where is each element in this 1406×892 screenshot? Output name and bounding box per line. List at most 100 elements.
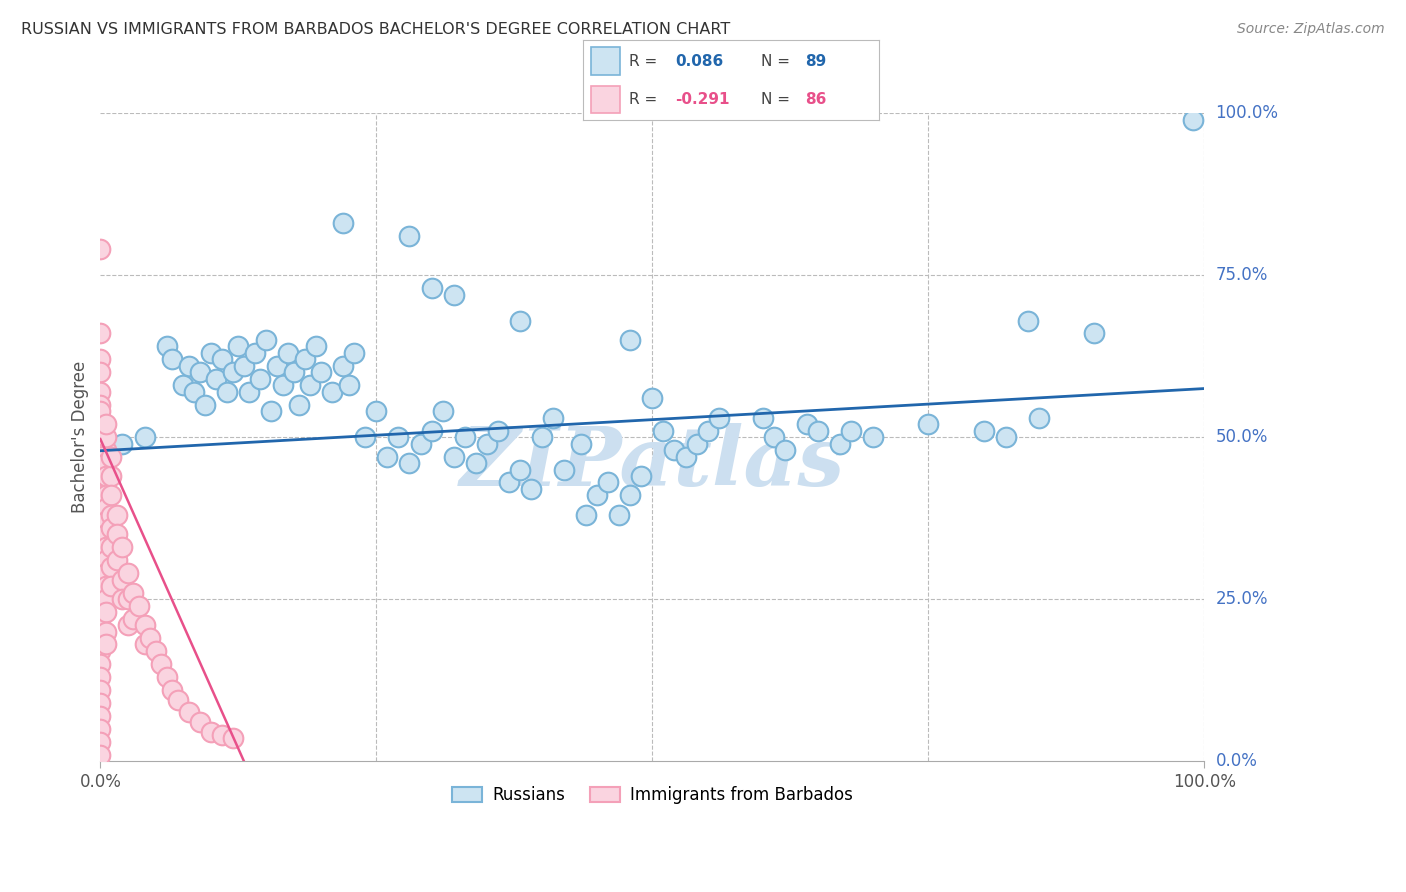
Bar [591, 86, 620, 113]
Russians [398, 456, 420, 470]
Russians [177, 359, 200, 373]
Immigrants from Barbados [89, 657, 111, 671]
Immigrants from Barbados [89, 488, 111, 502]
Immigrants from Barbados [105, 527, 128, 541]
Immigrants from Barbados [89, 514, 111, 528]
Russians [807, 424, 830, 438]
Immigrants from Barbados [89, 618, 111, 632]
Russians [266, 359, 288, 373]
Russians [652, 424, 675, 438]
Immigrants from Barbados [89, 541, 111, 555]
Immigrants from Barbados [89, 430, 111, 444]
Russians [454, 430, 477, 444]
Immigrants from Barbados [89, 404, 111, 418]
Immigrants from Barbados [122, 611, 145, 625]
Russians [1083, 326, 1105, 341]
Immigrants from Barbados [100, 541, 122, 555]
Immigrants from Barbados [89, 424, 111, 438]
Russians [354, 430, 377, 444]
Russians [443, 287, 465, 301]
Immigrants from Barbados [89, 501, 111, 516]
Immigrants from Barbados [117, 592, 139, 607]
Russians [498, 475, 520, 490]
Text: 0.086: 0.086 [675, 54, 723, 69]
Russians [862, 430, 884, 444]
Text: N =: N = [761, 92, 794, 107]
Russians [172, 378, 194, 392]
Russians [762, 430, 785, 444]
Immigrants from Barbados [89, 450, 111, 464]
Immigrants from Barbados [94, 417, 117, 432]
Russians [752, 410, 775, 425]
Russians [194, 398, 217, 412]
Russians [553, 462, 575, 476]
Immigrants from Barbados [128, 599, 150, 613]
Russians [773, 443, 796, 458]
Russians [575, 508, 598, 522]
Immigrants from Barbados [89, 592, 111, 607]
Russians [598, 475, 620, 490]
Russians [254, 333, 277, 347]
Text: 100.0%: 100.0% [1216, 104, 1278, 122]
Russians [520, 482, 543, 496]
Russians [917, 417, 939, 432]
Russians [409, 436, 432, 450]
Russians [260, 404, 283, 418]
Text: RUSSIAN VS IMMIGRANTS FROM BARBADOS BACHELOR'S DEGREE CORRELATION CHART: RUSSIAN VS IMMIGRANTS FROM BARBADOS BACH… [21, 22, 730, 37]
Text: -0.291: -0.291 [675, 92, 730, 107]
Immigrants from Barbados [94, 566, 117, 581]
Immigrants from Barbados [139, 631, 162, 645]
Russians [205, 372, 228, 386]
Immigrants from Barbados [105, 553, 128, 567]
Russians [277, 346, 299, 360]
Russians [630, 469, 652, 483]
Russians [160, 352, 183, 367]
Immigrants from Barbados [94, 501, 117, 516]
Immigrants from Barbados [222, 731, 245, 746]
Russians [332, 359, 354, 373]
Russians [839, 424, 862, 438]
Immigrants from Barbados [211, 728, 233, 742]
Immigrants from Barbados [100, 450, 122, 464]
Russians [486, 424, 509, 438]
Russians [685, 436, 707, 450]
Y-axis label: Bachelor's Degree: Bachelor's Degree [72, 361, 89, 513]
Russians [309, 365, 332, 379]
Immigrants from Barbados [89, 682, 111, 697]
Immigrants from Barbados [94, 456, 117, 470]
Immigrants from Barbados [94, 469, 117, 483]
Russians [155, 339, 177, 353]
Immigrants from Barbados [89, 747, 111, 762]
Russians [619, 488, 641, 502]
Immigrants from Barbados [111, 541, 134, 555]
Russians [420, 281, 443, 295]
Russians [641, 391, 664, 405]
Immigrants from Barbados [89, 462, 111, 476]
Immigrants from Barbados [100, 559, 122, 574]
Immigrants from Barbados [89, 644, 111, 658]
Russians [188, 365, 211, 379]
Immigrants from Barbados [94, 592, 117, 607]
Immigrants from Barbados [155, 670, 177, 684]
Immigrants from Barbados [94, 579, 117, 593]
Immigrants from Barbados [89, 605, 111, 619]
Immigrants from Barbados [89, 708, 111, 723]
Immigrants from Barbados [100, 469, 122, 483]
Immigrants from Barbados [122, 585, 145, 599]
Russians [586, 488, 609, 502]
Text: R =: R = [630, 54, 662, 69]
Russians [228, 339, 250, 353]
Russians [332, 216, 354, 230]
Immigrants from Barbados [89, 670, 111, 684]
Russians [217, 384, 239, 399]
Immigrants from Barbados [100, 579, 122, 593]
Russians [1182, 112, 1205, 127]
Immigrants from Barbados [89, 436, 111, 450]
Russians [249, 372, 271, 386]
Immigrants from Barbados [89, 384, 111, 399]
Immigrants from Barbados [94, 605, 117, 619]
Immigrants from Barbados [100, 488, 122, 502]
Russians [569, 436, 592, 450]
Russians [664, 443, 686, 458]
Russians [994, 430, 1017, 444]
